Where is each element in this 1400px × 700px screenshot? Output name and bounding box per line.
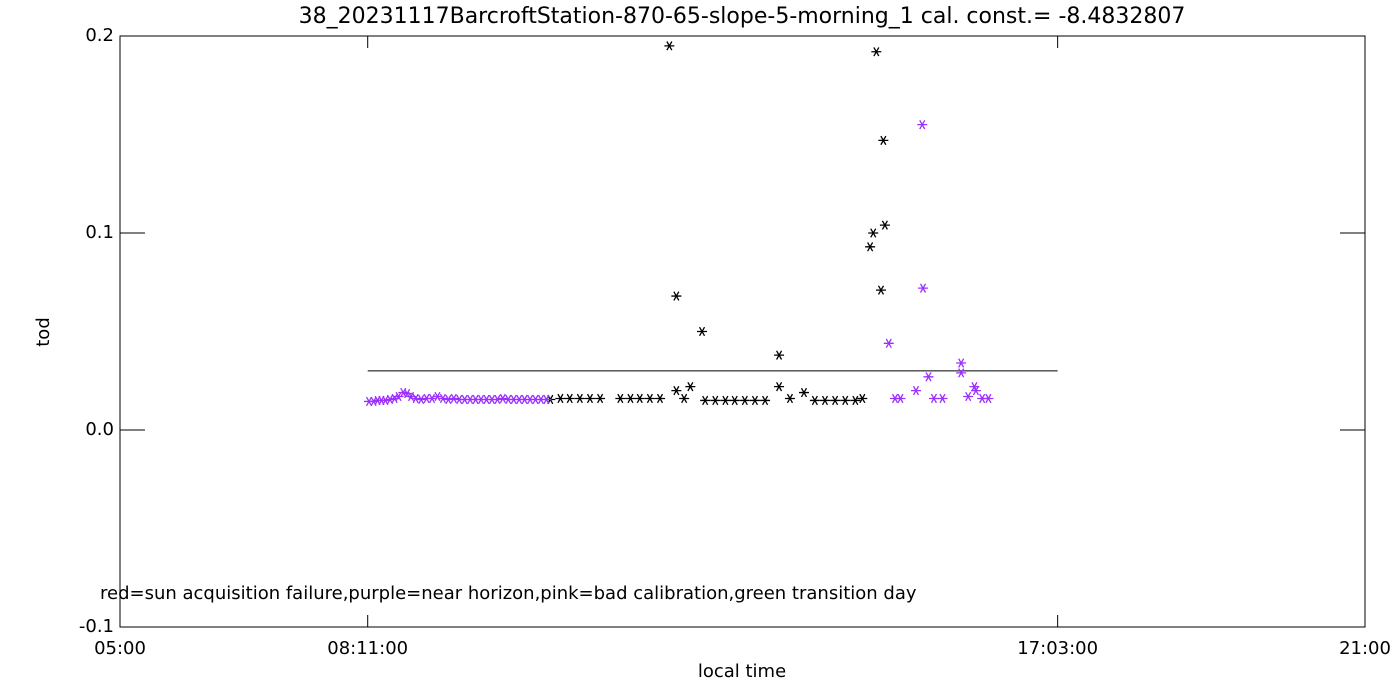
data-point — [492, 394, 503, 405]
data-point — [410, 393, 421, 404]
x-tick-label: 21:00 — [1339, 638, 1391, 659]
data-point — [697, 326, 708, 337]
data-point — [879, 220, 890, 230]
data-point — [644, 393, 655, 404]
data-point — [956, 368, 967, 378]
data-point — [819, 395, 830, 406]
data-point — [923, 372, 934, 382]
data-point — [497, 393, 508, 404]
data-point — [671, 385, 682, 396]
data-point — [876, 285, 887, 295]
data-point — [784, 393, 795, 404]
data-point — [918, 283, 929, 293]
data-point — [749, 395, 760, 406]
data-point — [911, 385, 922, 396]
data-point — [671, 291, 682, 301]
data-point — [729, 395, 740, 406]
data-point — [830, 395, 841, 406]
data-point — [850, 395, 861, 406]
data-point — [970, 385, 981, 396]
data-point — [443, 394, 454, 405]
data-point — [937, 393, 948, 404]
data-point — [655, 393, 666, 404]
data-point — [615, 393, 626, 404]
data-point — [865, 242, 876, 252]
data-point — [774, 381, 785, 392]
y-axis-label: tod — [33, 317, 54, 347]
data-point — [868, 228, 879, 238]
data-point — [928, 393, 939, 404]
annotation: red=sun acquisition failure,purple=near … — [100, 583, 917, 604]
x-tick-label: 05:00 — [94, 638, 146, 659]
data-point — [760, 395, 771, 406]
x-tick-label: 17:03:00 — [1017, 638, 1098, 659]
data-point — [710, 395, 721, 406]
data-point — [878, 135, 889, 146]
data-point — [574, 393, 585, 404]
data-point — [809, 395, 820, 406]
data-point — [595, 393, 606, 404]
data-point — [956, 358, 967, 368]
data-point — [685, 381, 696, 392]
data-point — [584, 393, 595, 404]
data-point — [983, 393, 994, 404]
data-point — [720, 395, 731, 406]
y-tick-label: -0.1 — [79, 616, 114, 637]
y-tick-label: 0.2 — [85, 25, 114, 46]
data-point — [679, 393, 690, 404]
data-point — [739, 395, 750, 406]
data-point — [963, 391, 974, 402]
data-point — [857, 393, 868, 404]
data-point — [871, 47, 882, 57]
data-point — [840, 395, 851, 406]
data-point — [380, 395, 391, 406]
data-point — [437, 393, 448, 404]
data-point — [917, 119, 928, 130]
data-point — [432, 391, 443, 402]
data-point — [625, 393, 636, 404]
data-point — [555, 393, 566, 404]
data-point — [393, 391, 404, 402]
data-point — [664, 41, 675, 51]
chart-title: 38_20231117BarcroftStation-870-65-slope-… — [299, 4, 1186, 29]
y-tick-label: 0.0 — [85, 419, 114, 440]
data-point — [700, 395, 711, 406]
x-axis-label: local time — [698, 661, 786, 682]
data-point — [541, 394, 552, 405]
data-point — [427, 393, 438, 404]
data-point — [774, 350, 785, 360]
data-point — [416, 394, 427, 405]
plot-frame — [119, 35, 1366, 628]
data-point — [448, 393, 459, 404]
data-point — [798, 387, 809, 398]
x-tick-label: 08:11:00 — [327, 638, 408, 659]
data-point — [634, 393, 645, 404]
data-point — [564, 393, 575, 404]
data-point — [385, 394, 396, 405]
y-tick-label: 0.1 — [85, 222, 114, 243]
data-point — [895, 393, 906, 404]
data-point — [883, 338, 894, 348]
